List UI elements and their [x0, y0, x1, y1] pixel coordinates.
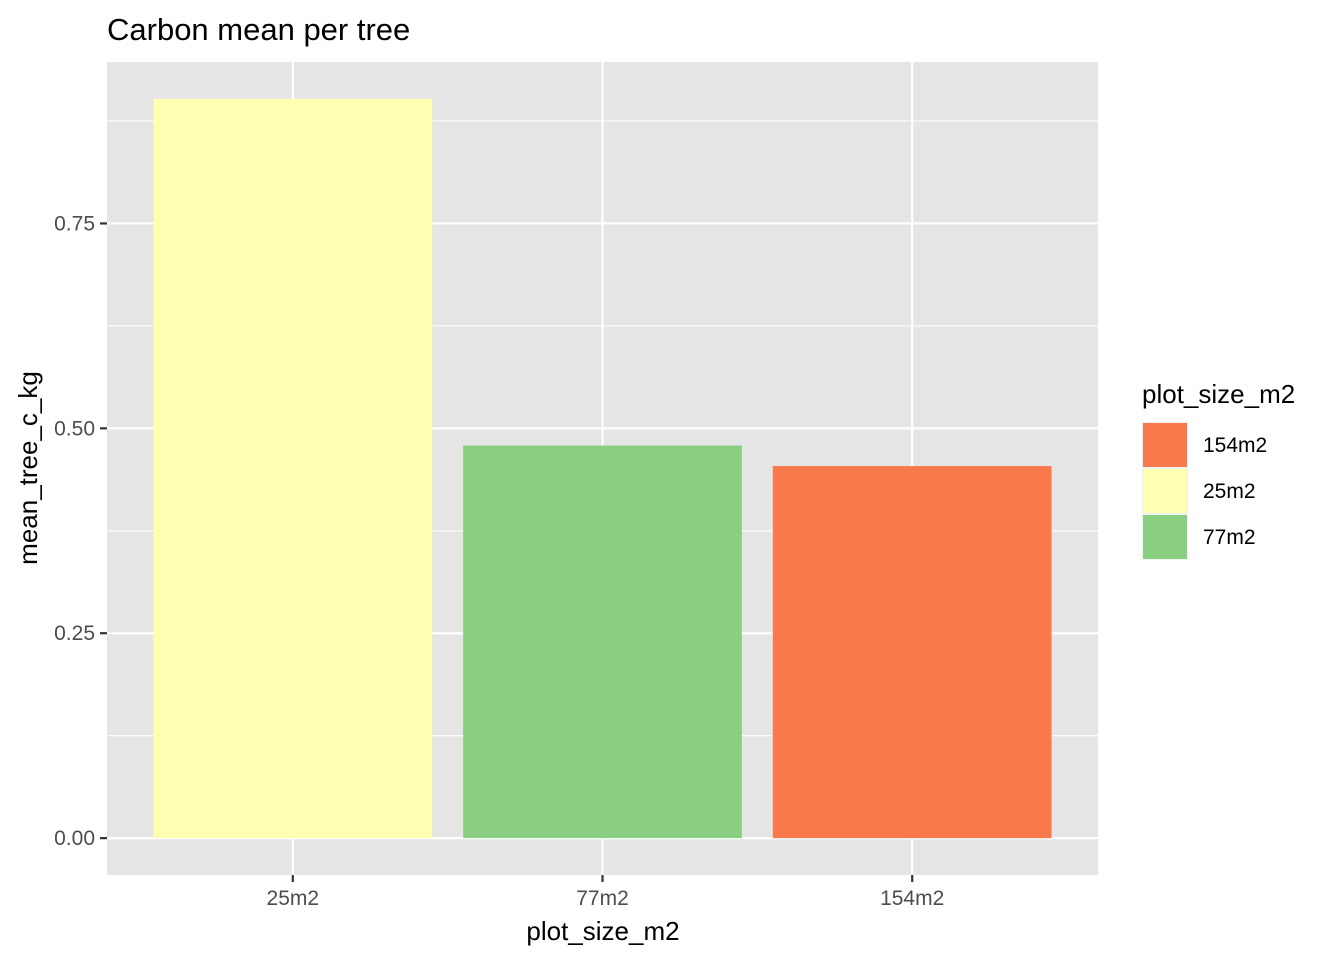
bar-77m2	[463, 445, 742, 839]
legend-swatch-154m2	[1143, 423, 1187, 467]
y-axis: 0.00 0.25 0.50 0.75	[54, 212, 107, 850]
legend: plot_size_m2 154m2 25m2 77m2	[1142, 379, 1295, 560]
y-tick-label: 0.25	[54, 622, 95, 645]
bar-154m2	[772, 466, 1052, 839]
legend-swatch-77m2	[1143, 515, 1187, 559]
legend-label: 77m2	[1203, 526, 1256, 549]
x-tick-label: 77m2	[576, 887, 629, 910]
x-tick-label: 25m2	[267, 887, 320, 910]
bar-25m2	[153, 98, 433, 839]
x-tick-label: 154m2	[880, 887, 944, 910]
legend-items: 154m2 25m2 77m2	[1142, 422, 1267, 560]
y-axis-title: mean_tree_c_kg	[13, 371, 43, 565]
chart-title: Carbon mean per tree	[107, 12, 410, 47]
y-tick-label: 0.50	[54, 417, 95, 440]
legend-label: 25m2	[1203, 480, 1256, 503]
legend-swatch-25m2	[1143, 469, 1187, 513]
y-tick-label: 0.75	[54, 212, 95, 235]
bars	[153, 98, 1052, 839]
legend-title: plot_size_m2	[1142, 379, 1295, 409]
x-axis-title: plot_size_m2	[526, 916, 679, 946]
x-axis: 25m2 77m2 154m2	[267, 875, 944, 910]
legend-label: 154m2	[1203, 434, 1267, 457]
y-tick-label: 0.00	[54, 827, 95, 850]
